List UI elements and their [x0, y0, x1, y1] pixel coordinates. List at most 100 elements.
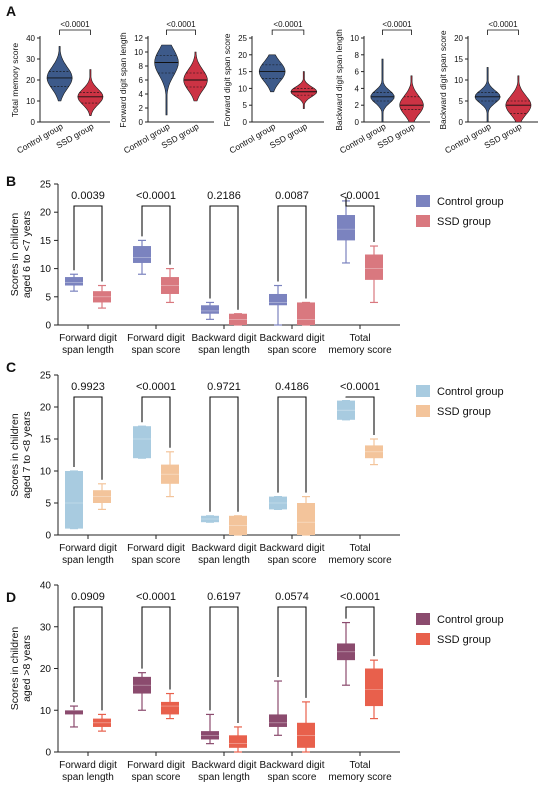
significance-bracket [277, 396, 307, 493]
a-y-tick-label: 6 [355, 68, 360, 77]
p-value: 0.0574 [275, 591, 309, 603]
a-significance-bracket [166, 29, 196, 35]
legend-label: Control group [437, 386, 504, 398]
panel-d-boxplot: 0 10 20 30 40 Scores in children aged >8 years… [9, 581, 504, 784]
y-tick-label: 0 [45, 321, 51, 332]
legend-swatch-ssd [416, 405, 430, 417]
a-violin-control [370, 58, 395, 123]
panel-label-d: D [6, 589, 16, 605]
significance-bracket [277, 205, 307, 299]
box-ssd [365, 254, 383, 280]
y-tick-label: 10 [40, 264, 52, 275]
significance-bracket [141, 205, 171, 265]
a-y-tick-label: 10 [26, 97, 35, 106]
a-p-value: <0.0001 [488, 20, 518, 29]
p-value: 0.2186 [207, 190, 241, 202]
y-axis-label: aged >8 years [21, 635, 33, 702]
p-value: 0.0909 [71, 591, 105, 603]
x-tick-label: span length [198, 345, 250, 356]
p-value: 0.0039 [71, 190, 105, 202]
a-significance-bracket [271, 29, 305, 35]
legend-swatch-control [416, 195, 430, 207]
box-ssd [297, 302, 315, 325]
a-y-label: Backward digit span score [438, 30, 448, 129]
box-control [65, 471, 83, 529]
y-tick-label: 20 [40, 208, 52, 219]
a-y-tick-label: 8 [355, 51, 360, 60]
box-control [65, 710, 83, 715]
a-y-label: Forward digit span length [118, 32, 128, 128]
a-y-tick-label: 0 [243, 118, 248, 127]
x-tick-label: Forward digit [59, 333, 117, 344]
a-y-tick-label: 2 [355, 101, 360, 110]
significance-bracket [209, 606, 239, 723]
x-tick-label: span score [132, 555, 181, 566]
y-tick-label: 10 [40, 706, 52, 717]
legend-swatch-control [416, 385, 430, 397]
legend-swatch-ssd [416, 215, 430, 227]
a-y-tick-label: 5 [243, 101, 248, 110]
a-y-tick-label: 15 [454, 55, 463, 64]
legend-swatch-control [416, 613, 430, 625]
box-control [133, 246, 151, 263]
a-category-label: Control group [443, 121, 493, 156]
a-y-tick-label: 0 [31, 118, 36, 127]
y-tick-label: 10 [40, 467, 52, 478]
significance-bracket [141, 396, 171, 448]
y-tick-label: 0 [45, 748, 51, 759]
p-value: 0.0087 [275, 190, 309, 202]
y-axis-label: aged 6 to <7 years [21, 211, 33, 298]
a-y-label: Total memory score [10, 43, 20, 117]
x-tick-label: span length [62, 555, 114, 566]
x-tick-label: Forward digit [127, 760, 185, 771]
a-y-tick-label: 30 [26, 55, 35, 64]
box-ssd [365, 668, 383, 707]
a-violin-ssd [290, 71, 318, 109]
a-p-value: <0.0001 [273, 20, 303, 29]
x-tick-label: Forward digit [127, 543, 185, 554]
a-y-tick-label: 20 [238, 51, 247, 60]
a-y-tick-label: 0 [459, 118, 464, 127]
a-violin-ssd [183, 51, 208, 102]
panel-b-boxplot: 0 5 10 15 20 25 Scores in children aged 6 to <7… [9, 180, 504, 357]
a-y-tick-label: 0 [139, 118, 144, 127]
a-y-tick-label: 2 [139, 104, 144, 113]
a-y-tick-label: 5 [459, 97, 464, 106]
a-category-label: Control group [228, 121, 278, 156]
box-control [65, 277, 83, 286]
a-y-tick-label: 4 [139, 90, 144, 99]
x-tick-label: span length [198, 772, 250, 783]
legend-label: SSD group [437, 634, 491, 646]
legend-label: Control group [437, 196, 504, 208]
a-y-tick-label: 25 [238, 34, 247, 43]
panel-c-boxplot: 0 5 10 15 20 25 Scores in children aged 7 to <8… [9, 371, 504, 567]
a-p-value: <0.0001 [60, 20, 90, 29]
legend-swatch-ssd [416, 633, 430, 645]
a-y-tick-label: 10 [350, 34, 359, 43]
p-value: <0.0001 [340, 190, 380, 202]
p-value: <0.0001 [136, 190, 176, 202]
p-value: 0.4186 [275, 381, 309, 393]
y-tick-label: 0 [45, 531, 51, 542]
a-significance-bracket [59, 29, 91, 35]
a-y-tick-label: 6 [139, 76, 144, 85]
x-tick-label: memory score [328, 345, 392, 356]
a-y-label: Backward digit span length [334, 29, 344, 131]
x-tick-label: span score [268, 345, 317, 356]
p-value: 0.9721 [207, 381, 241, 393]
y-tick-label: 40 [40, 581, 52, 592]
x-tick-label: Backward digit [259, 760, 324, 771]
x-tick-label: memory score [328, 555, 392, 566]
p-value: <0.0001 [136, 591, 176, 603]
box-control [133, 426, 151, 459]
a-violin-ssd [399, 75, 424, 123]
a-p-value: <0.0001 [382, 20, 412, 29]
a-category-label: Control group [15, 121, 65, 156]
y-tick-label: 5 [45, 292, 51, 303]
significance-bracket [277, 606, 307, 698]
a-y-tick-label: 10 [238, 84, 247, 93]
x-tick-label: Backward digit [191, 543, 256, 554]
y-axis-label: aged 7 to <8 years [21, 411, 33, 498]
a-violin-control [474, 67, 501, 123]
